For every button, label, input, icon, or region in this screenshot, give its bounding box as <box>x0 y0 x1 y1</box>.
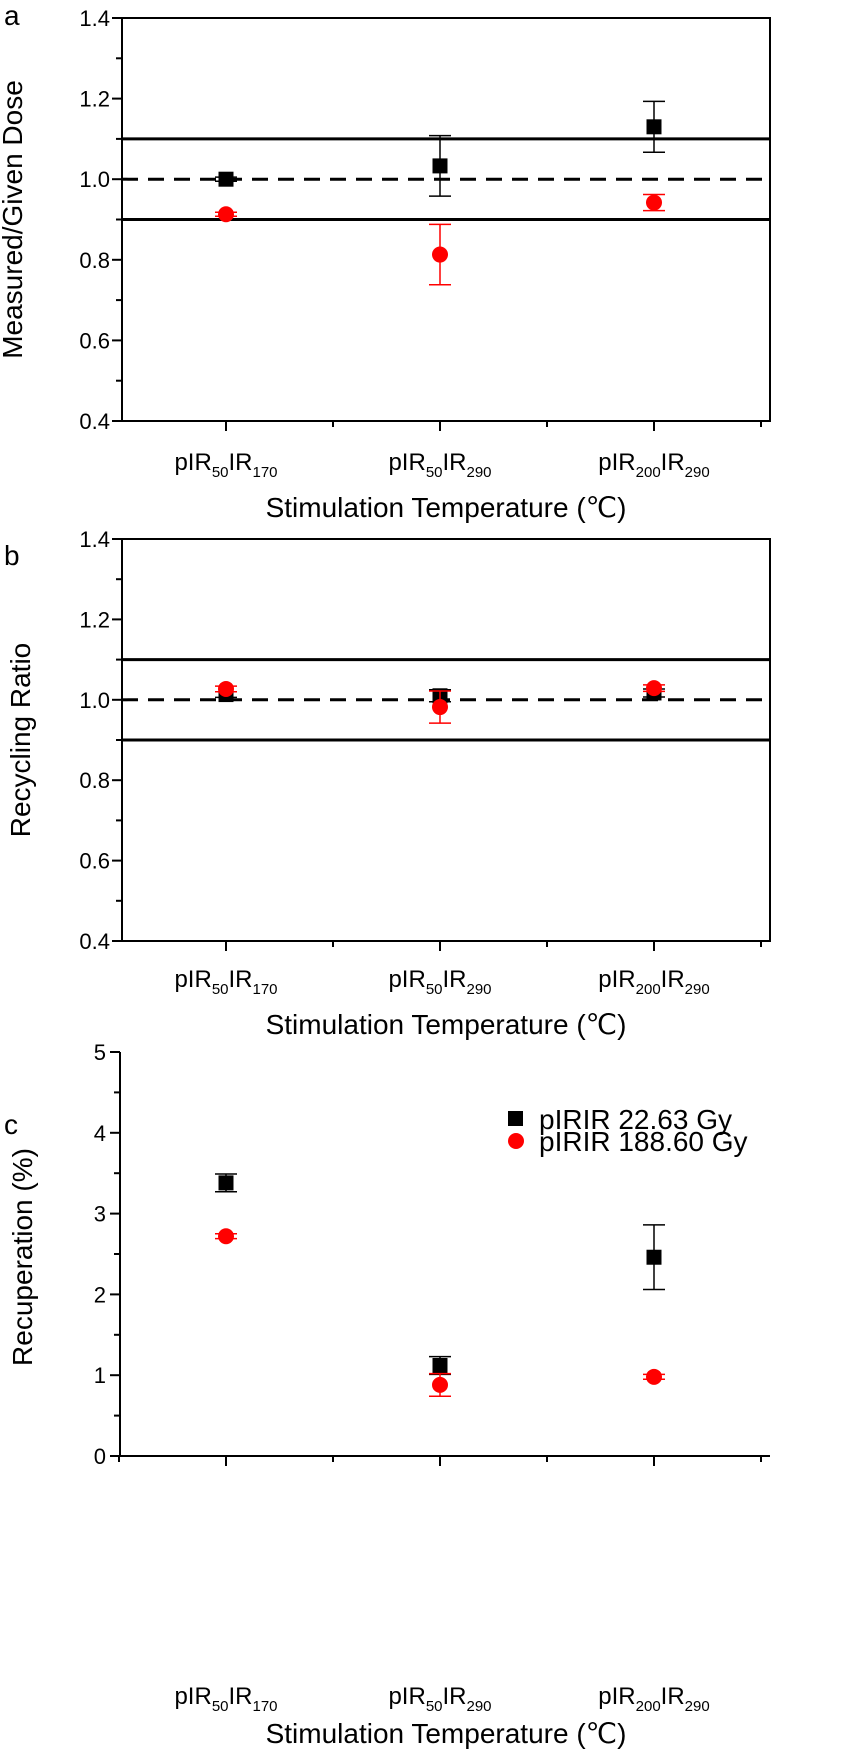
legend-series-1-label: pIRIR 22.63 Gy <box>539 1104 732 1135</box>
x-tick-label: pIR50IR170 <box>174 449 277 481</box>
panel-c-ticks: 0 1 2 3 4 5 <box>94 1040 762 1469</box>
y-tick-label: 1.2 <box>79 87 110 112</box>
y-tick-label: 0.4 <box>79 929 110 954</box>
panel-a-letter: a <box>4 0 20 31</box>
data-point-circle <box>432 246 448 263</box>
panel-a-y-axis-title: Measured/Given Dose <box>0 80 28 359</box>
legend-series-2-label: pIRIR 188.60 Gy <box>539 1126 748 1157</box>
data-point-square <box>646 1249 662 1265</box>
y-tick-label: 1.0 <box>79 688 110 713</box>
x-tick-label: pIR50IR290 <box>388 1683 491 1715</box>
data-point-circle <box>646 680 662 697</box>
y-tick-label: 1.2 <box>79 607 110 632</box>
panel-b-y-axis-title: Recycling Ratio <box>5 643 36 838</box>
panel-c-letter: c <box>4 1109 18 1140</box>
data-point-square <box>432 158 448 174</box>
data-point-square <box>432 1358 448 1374</box>
data-point-square <box>218 1175 234 1191</box>
y-tick-label: 1 <box>94 1363 106 1388</box>
x-tick-label: pIR200IR290 <box>598 449 709 481</box>
panel-b-category-labels: pIR50IR170 pIR50IR290 pIR200IR290 <box>174 966 709 998</box>
data-point-square <box>646 119 662 135</box>
data-point-circle <box>646 1368 662 1385</box>
x-tick-label: pIR200IR290 <box>598 1683 709 1715</box>
y-tick-label: 0.6 <box>79 328 110 353</box>
x-tick-label: pIR50IR170 <box>174 1683 277 1715</box>
legend-series-1-square-icon <box>508 1111 523 1126</box>
y-tick-label: 1.4 <box>79 527 110 552</box>
panel-b-letter: b <box>4 540 20 571</box>
data-point-circle <box>432 1376 448 1393</box>
y-tick-label: 3 <box>94 1202 106 1227</box>
panel-b-data-marks <box>215 680 665 724</box>
panel-c-data-marks <box>215 1173 665 1397</box>
data-point-square <box>218 171 234 187</box>
x-tick-label: pIR200IR290 <box>598 966 709 998</box>
y-tick-label: 1.4 <box>79 6 110 31</box>
y-tick-label: 0 <box>94 1444 106 1469</box>
panel-a-category-labels: pIR50IR170 pIR50IR290 pIR200IR290 <box>174 449 709 481</box>
y-tick-label: 2 <box>94 1282 106 1307</box>
data-point-circle <box>218 1228 234 1245</box>
panel-b-ticks: 0.4 0.6 0.8 1.0 1.2 1.4 <box>79 527 762 954</box>
y-tick-label: 0.6 <box>79 849 110 874</box>
panel-b: b 0.4 0.6 0.8 1.0 1.2 1.4 Recycling Ratio Sti… <box>4 527 771 1040</box>
y-tick-label: 4 <box>94 1121 106 1146</box>
y-tick-label: 0.8 <box>79 248 110 273</box>
panel-a-x-axis-title: Stimulation Temperature (℃) <box>266 492 627 523</box>
y-tick-label: 0.8 <box>79 768 110 793</box>
panel-a-data-marks <box>215 100 665 286</box>
legend-series-2-circle-icon <box>508 1133 524 1149</box>
y-tick-label: 1.0 <box>79 167 110 192</box>
panel-c-y-axis-title: Recuperation (%) <box>7 1148 38 1366</box>
panel-a: a 0.4 0.6 0.8 1.0 1.2 1.4 Measured/Given Dose… <box>0 0 771 523</box>
y-tick-label: 0.4 <box>79 409 110 434</box>
x-tick-label: pIR50IR290 <box>388 449 491 481</box>
panel-c-category-labels: pIR50IR170 pIR50IR290 pIR200IR290 <box>174 1683 709 1715</box>
panel-c: c 0 1 2 3 4 5 Recuperation (%) Stimulation Te… <box>4 1040 770 1749</box>
x-tick-label: pIR50IR290 <box>388 966 491 998</box>
data-point-circle <box>218 680 234 697</box>
x-tick-label: pIR50IR170 <box>174 966 277 998</box>
data-point-circle <box>432 699 448 716</box>
data-point-circle <box>218 206 234 223</box>
panel-c-legend: pIRIR 22.63 Gy pIRIR 188.60 Gy <box>508 1104 748 1157</box>
y-tick-label: 5 <box>94 1040 106 1065</box>
panel-c-x-axis-title: Stimulation Temperature (℃) <box>266 1718 627 1749</box>
panel-a-ticks: 0.4 0.6 0.8 1.0 1.2 1.4 <box>79 6 762 434</box>
panel-b-x-axis-title: Stimulation Temperature (℃) <box>266 1009 627 1040</box>
data-point-circle <box>646 194 662 211</box>
